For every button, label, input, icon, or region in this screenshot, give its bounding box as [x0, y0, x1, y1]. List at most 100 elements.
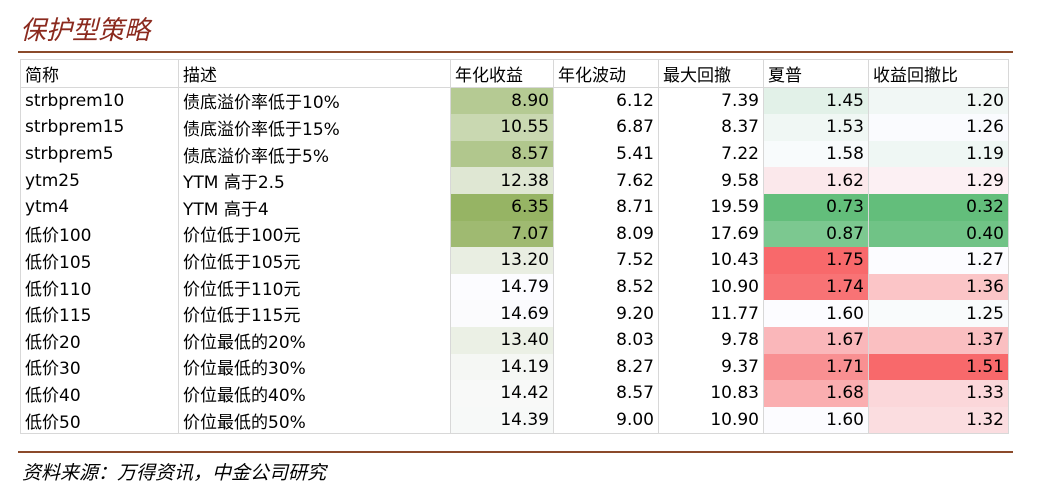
rule: [18, 51, 1013, 53]
table-cell: 债底溢价率低于5%: [178, 140, 451, 168]
table-cell: 8.27: [553, 353, 659, 381]
table-cell: 1.60: [763, 300, 869, 327]
table-cell: 6.87: [553, 114, 659, 141]
table-cell: 9.37: [658, 353, 764, 381]
table-cell: ytm25: [20, 167, 179, 194]
table-row: 低价105 价位低于105元 13.20 7.52 10.43 1.75 1.27: [20, 247, 1009, 274]
table-cell: 17.69: [658, 220, 764, 248]
table-cell: 1.33: [868, 380, 1009, 407]
table-cell: 低价105: [20, 247, 179, 274]
table-cell: 7.22: [658, 140, 764, 168]
table-cell: 9.20: [553, 300, 659, 327]
column-header: 年化收益: [450, 59, 554, 88]
table-row: 低价40 价位最低的40% 14.42 8.57 10.83 1.68 1.33: [20, 380, 1009, 407]
table-row: 低价110 价位低于110元 14.79 8.52 10.90 1.74 1.36: [20, 273, 1009, 301]
table-cell: 14.79: [450, 273, 554, 301]
table-cell: 1.51: [868, 353, 1009, 381]
table-row: 低价30 价位最低的30% 14.19 8.27 9.37 1.71 1.51: [20, 353, 1009, 381]
table-row: strbprem5 债底溢价率低于5% 8.57 5.41 7.22 1.58 1.19: [20, 140, 1009, 168]
table-cell: 1.74: [763, 273, 869, 301]
table-cell: 价位低于110元: [178, 273, 451, 301]
table-cell: 0.40: [868, 220, 1009, 248]
table-cell: 1.20: [868, 87, 1009, 115]
table-cell: 10.55: [450, 114, 554, 141]
table-cell: 低价40: [20, 380, 179, 407]
table-cell: 1.60: [763, 406, 869, 435]
table-cell: 价位低于100元: [178, 220, 451, 248]
table-row: ytm4 YTM 高于4 6.35 8.71 19.59 0.73 0.32: [20, 193, 1009, 221]
table-cell: YTM 高于4: [178, 193, 451, 221]
table-cell: 低价100: [20, 220, 179, 248]
column-header: 描述: [178, 59, 451, 88]
table-cell: 1.19: [868, 140, 1009, 168]
table-cell: 19.59: [658, 193, 764, 221]
table-cell: 6.35: [450, 193, 554, 221]
table-cell: strbprem15: [20, 114, 179, 141]
table-cell: 8.57: [553, 380, 659, 407]
table-cell: 1.26: [868, 114, 1009, 141]
table-cell: 11.77: [658, 300, 764, 327]
table-cell: strbprem10: [20, 87, 179, 115]
table-cell: strbprem5: [20, 140, 179, 168]
table-cell: 7.07: [450, 220, 554, 248]
strategy-table: 简称 描述 年化收益 年化波动 最大回撤 夏普 收益回撤比 strbprem10 债底溢价率低于…: [20, 59, 1009, 435]
table-cell: 14.69: [450, 300, 554, 327]
table-cell: 债底溢价率低于10%: [178, 87, 451, 115]
table-cell: 1.58: [763, 140, 869, 168]
table-cell: 8.57: [450, 140, 554, 168]
table-cell: 7.52: [553, 247, 659, 274]
table-row: ytm25 YTM 高于2.5 12.38 7.62 9.58 1.62 1.29: [20, 167, 1009, 194]
column-header: 收益回撤比: [868, 59, 1009, 88]
column-header: 年化波动: [553, 59, 659, 88]
table-cell: 价位最低的40%: [178, 380, 451, 407]
table-cell: 1.36: [868, 273, 1009, 301]
table-cell: 8.52: [553, 273, 659, 301]
table-cell: 8.37: [658, 114, 764, 141]
table-row: 低价20 价位最低的20% 13.40 8.03 9.78 1.67 1.37: [20, 326, 1009, 354]
table-cell: 低价50: [20, 406, 179, 435]
table-cell: 债底溢价率低于15%: [178, 114, 451, 141]
table-row: 低价50 价位最低的50% 14.39 9.00 10.90 1.60 1.32: [20, 406, 1009, 435]
table-cell: 1.27: [868, 247, 1009, 274]
table-cell: 0.32: [868, 193, 1009, 221]
table-cell: 价位最低的50%: [178, 406, 451, 435]
table-cell: 10.90: [658, 406, 764, 435]
table-cell: 5.41: [553, 140, 659, 168]
table-cell: 10.90: [658, 273, 764, 301]
table-cell: 价位低于105元: [178, 247, 451, 274]
table-row: 低价100 价位低于100元 7.07 8.09 17.69 0.87 0.40: [20, 220, 1009, 248]
table-cell: 1.75: [763, 247, 869, 274]
table-cell: ytm4: [20, 193, 179, 221]
column-header: 简称: [20, 59, 179, 88]
table-cell: 7.62: [553, 167, 659, 194]
table-cell: 1.29: [868, 167, 1009, 194]
table-cell: 14.42: [450, 380, 554, 407]
table-cell: 9.58: [658, 167, 764, 194]
table-cell: 1.53: [763, 114, 869, 141]
table-cell: 低价115: [20, 300, 179, 327]
table-cell: 13.20: [450, 247, 554, 274]
source-note: 资料来源：万得资讯，中金公司研究: [22, 462, 327, 484]
column-header: 最大回撤: [658, 59, 764, 88]
table-row: 低价115 价位低于115元 14.69 9.20 11.77 1.60 1.25: [20, 300, 1009, 327]
table-cell: 8.03: [553, 326, 659, 354]
table-cell: 6.12: [553, 87, 659, 115]
table-cell: 低价20: [20, 326, 179, 354]
table-cell: 10.43: [658, 247, 764, 274]
table-cell: 价位最低的20%: [178, 326, 451, 354]
table-cell: 价位最低的30%: [178, 353, 451, 381]
table-cell: YTM 高于2.5: [178, 167, 451, 194]
table-cell: 0.73: [763, 193, 869, 221]
table-cell: 1.62: [763, 167, 869, 194]
table-cell: 1.68: [763, 380, 869, 407]
table-cell: 1.25: [868, 300, 1009, 327]
table-row: strbprem10 债底溢价率低于10% 8.90 6.12 7.39 1.45 1.20: [20, 87, 1009, 115]
table-cell: 价位低于115元: [178, 300, 451, 327]
table-cell: 7.39: [658, 87, 764, 115]
table-cell: 1.71: [763, 353, 869, 381]
table-cell: 9.78: [658, 326, 764, 354]
table-cell: 1.45: [763, 87, 869, 115]
table-cell: 1.67: [763, 326, 869, 354]
table-cell: 8.71: [553, 193, 659, 221]
